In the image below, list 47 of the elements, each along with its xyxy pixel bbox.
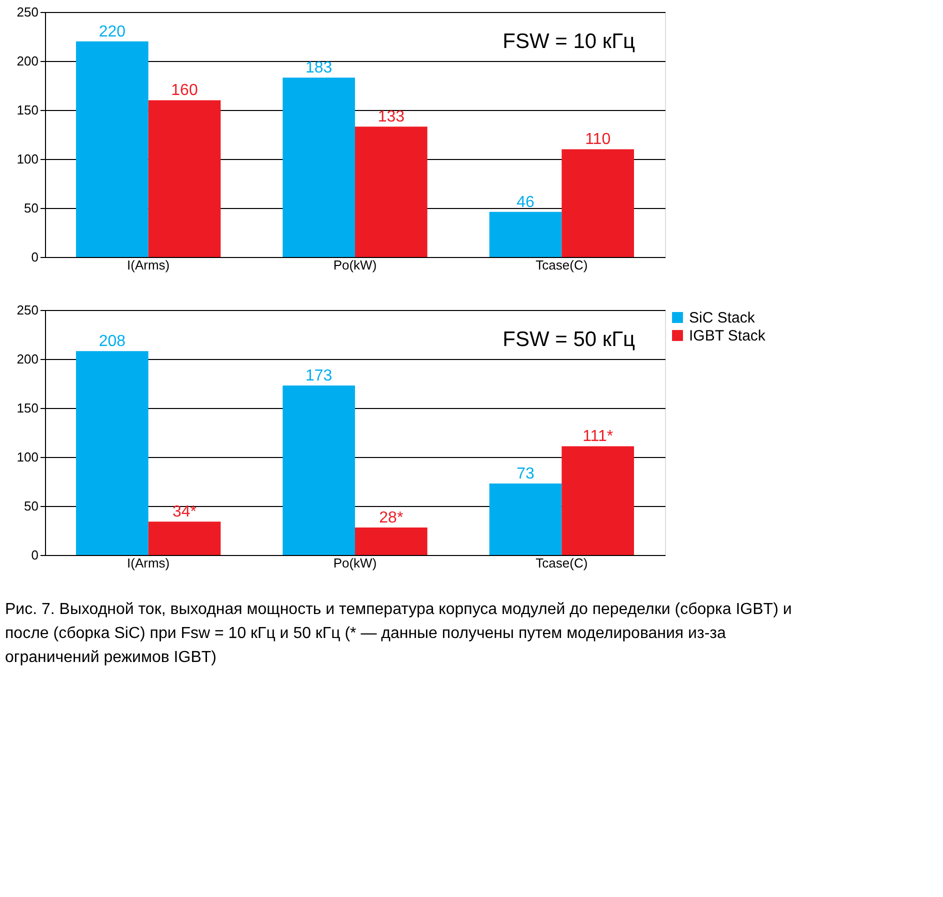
data-label: 220 [98, 23, 126, 40]
legend-label: SiC Stack [689, 310, 756, 326]
data-label: 28* [379, 510, 404, 527]
y-tick-label: 250 [16, 302, 38, 318]
x-tick-label: I(Arms) [127, 556, 170, 570]
bar [562, 149, 634, 257]
bar [76, 351, 148, 555]
y-tick-label: 200 [16, 352, 38, 366]
y-tick-label: 50 [24, 200, 38, 216]
bar [489, 483, 562, 555]
bar [148, 522, 221, 555]
y-tick-label: 0 [31, 250, 38, 264]
bar [148, 100, 221, 257]
data-label: 111* [582, 428, 614, 446]
data-label: 173 [305, 367, 332, 384]
y-tick-label: 150 [16, 102, 38, 118]
x-tick-label: I(Arms) [127, 258, 170, 272]
annotation: FSW = 10 кГц [502, 30, 635, 53]
y-tick-label: 150 [16, 400, 38, 416]
data-label: 34* [172, 504, 197, 521]
x-tick-label: Po(kW) [333, 556, 377, 570]
y-tick-label: 100 [16, 450, 38, 464]
data-label: 133 [378, 108, 405, 126]
bar [282, 385, 355, 555]
y-tick-label: 200 [16, 54, 38, 68]
text: Рис. 7. Выходной ток, выходная мощность и температура корпуса модулей до переделки (сборка IGBT) и после (сборка SiC) при Fsw = 10 кГц и 50 кГц (* — данные получены путем моделирования из-за ограничений режимов IGBT) [5, 601, 792, 666]
bar [562, 446, 634, 555]
bar [355, 126, 428, 257]
x-tick-label: Po(kW) [333, 258, 377, 272]
legend-label: IGBT Stack [689, 328, 766, 344]
y-tick-label: 50 [24, 498, 38, 514]
bar [282, 78, 355, 257]
data-label: 110 [585, 131, 611, 148]
y-tick-label: 0 [31, 548, 38, 562]
x-tick-label: Tcase(C) [536, 556, 588, 570]
y-tick-label: 100 [16, 152, 38, 166]
x-tick-label: Tcase(C) [536, 258, 588, 272]
data-label: 160 [171, 82, 198, 100]
annotation: FSW = 50 кГц [502, 328, 635, 351]
data-label: 73 [516, 465, 534, 482]
data-label: 183 [305, 60, 332, 77]
bar [76, 41, 148, 257]
data-label: 208 [98, 333, 126, 350]
data-label: 46 [516, 194, 534, 211]
bar [489, 212, 562, 257]
y-tick-label: 250 [16, 4, 38, 20]
bar [355, 528, 428, 555]
